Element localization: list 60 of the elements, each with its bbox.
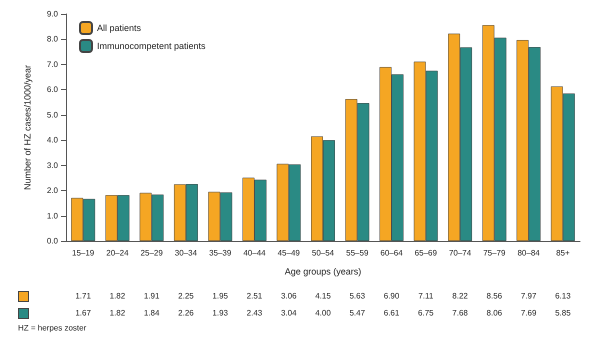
y-tick-label: 5.0 (46, 110, 59, 120)
legend-label: Immunocompetent patients (97, 41, 206, 51)
y-axis-title: Number of HZ cases/1000/year (22, 64, 32, 190)
data-label: 1.71 (75, 292, 92, 300)
data-label: 6.75 (418, 308, 434, 318)
data-label: 1.91 (144, 292, 160, 300)
data-label: 5.85 (555, 308, 572, 318)
data-label: 7.69 (520, 308, 537, 318)
data-label: 7.97 (520, 292, 537, 300)
x-tick-label: 70–74 (448, 248, 472, 258)
y-tick-label: 9.0 (46, 10, 59, 18)
data-label: 2.25 (178, 292, 194, 300)
data-label: 6.61 (384, 308, 400, 318)
data-label: 1.95 (212, 292, 229, 300)
data-label: 8.56 (486, 292, 503, 300)
y-tick-label: 1.0 (46, 211, 59, 220)
y-tick-label: 4.0 (46, 136, 59, 145)
x-tick-label: 30–34 (174, 248, 198, 258)
x-tick-label: 85+ (556, 248, 570, 258)
x-tick-label: 60–64 (380, 248, 404, 258)
x-tick-label: 35–39 (209, 248, 232, 258)
data-label: 5.63 (349, 292, 366, 300)
data-label: 8.06 (486, 308, 503, 318)
data-label: 4.00 (315, 308, 332, 318)
x-tick-label: 80–84 (517, 248, 540, 258)
data-label: 1.93 (212, 308, 229, 318)
data-label: 3.04 (280, 308, 298, 318)
x-tick-label: 55–59 (346, 248, 369, 258)
x-tick-label: 75–79 (483, 248, 506, 258)
x-tick-label: 25–29 (140, 248, 164, 258)
x-tick-label: 15–19 (72, 248, 95, 258)
y-tick-label: 2.0 (46, 186, 59, 196)
data-label: 7.68 (452, 308, 468, 318)
x-tick-label: 45–49 (278, 248, 300, 258)
x-axis-title: Age groups (years) (284, 266, 362, 276)
data-label: 2.43 (246, 308, 263, 318)
y-tick-label: 6.0 (46, 85, 59, 94)
data-label: 6.90 (384, 292, 400, 300)
data-label: 1.84 (144, 308, 160, 318)
legend-label: All patients (97, 23, 142, 33)
data-label: 4.15 (315, 292, 332, 300)
y-tick-label: 8.0 (46, 34, 59, 44)
data-label: 8.22 (452, 292, 468, 300)
data-label: 6.13 (555, 292, 572, 300)
text: HZ = herpes zoster (18, 324, 87, 332)
y-tick-label: 0.0 (46, 236, 59, 246)
data-label: 2.26 (178, 308, 194, 318)
x-tick-label: 20–24 (106, 248, 130, 258)
y-tick-label: 7.0 (46, 60, 59, 69)
y-tick-label: 3.0 (46, 160, 59, 170)
data-label: 1.67 (75, 308, 92, 318)
data-label: 1.82 (110, 308, 126, 318)
data-label: 3.06 (280, 292, 298, 300)
data-label: 7.11 (418, 292, 434, 300)
data-label: 2.51 (246, 292, 263, 300)
x-tick-label: 50–54 (312, 248, 335, 258)
x-tick-label: 65–69 (414, 248, 438, 258)
data-label: 1.82 (110, 292, 126, 300)
x-tick-label: 40–44 (243, 248, 266, 258)
data-label: 5.47 (349, 308, 366, 318)
